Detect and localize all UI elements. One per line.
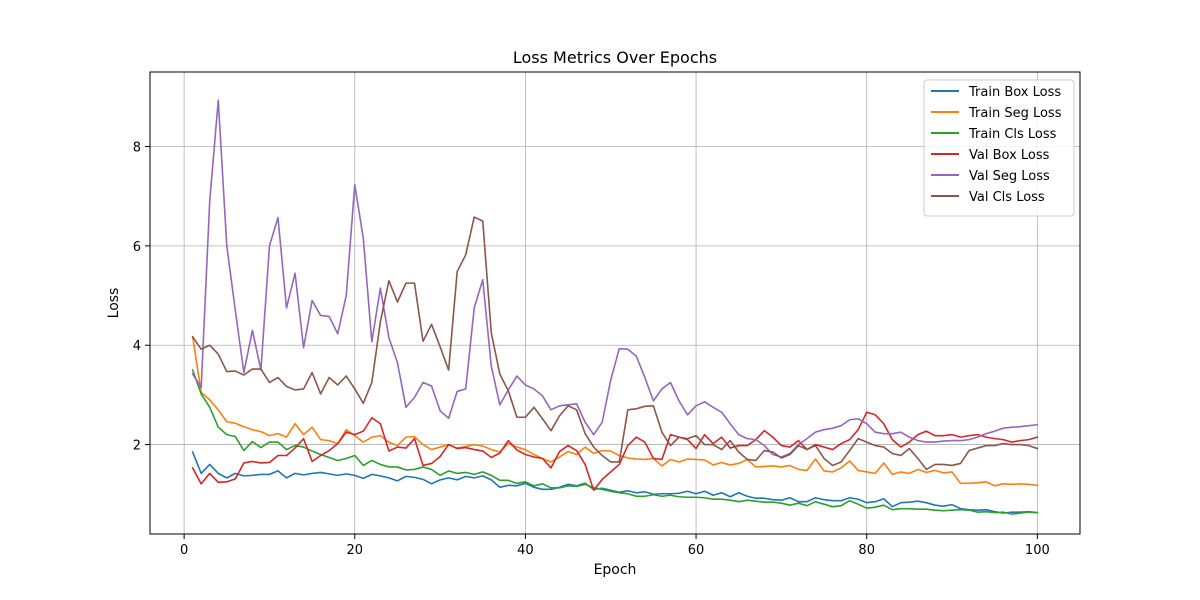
series-line-1	[191, 335, 1039, 487]
legend-label-4: Val Seg Loss	[969, 169, 1050, 184]
x-axis-title: Epoch	[594, 562, 637, 578]
series-line-5	[191, 216, 1039, 471]
legend-label-3: Val Box Loss	[969, 148, 1050, 163]
x-tick-label: 60	[688, 543, 705, 558]
y-tick-label: 8	[133, 141, 141, 156]
series-lines	[191, 99, 1039, 515]
x-tick-label: 100	[1025, 543, 1050, 558]
y-axis-title: Loss	[106, 288, 122, 319]
series-line-3	[191, 411, 1039, 492]
series-line-4	[191, 99, 1039, 458]
y-tick-label: 4	[133, 339, 141, 354]
x-tick-label: 0	[180, 543, 188, 558]
series-line-2	[191, 369, 1039, 515]
legend-label-5: Val Cls Loss	[969, 190, 1045, 205]
y-tick-label: 2	[133, 439, 141, 454]
legend-label-1: Train Seg Loss	[968, 106, 1062, 121]
x-tick-label: 40	[517, 543, 534, 558]
axis-ticks: 0 20 40 60 80 100 2 4 6 8	[133, 141, 1050, 558]
y-tick-label: 6	[133, 240, 141, 255]
legend-label-2: Train Cls Loss	[968, 127, 1057, 142]
plot-frame	[149, 71, 1081, 535]
chart-title: Loss Metrics Over Epochs	[513, 48, 717, 67]
x-tick-label: 80	[858, 543, 875, 558]
legend-box	[923, 79, 1075, 217]
legend: Train Box Loss Train Seg Loss Train Cls Lo…	[923, 79, 1075, 217]
x-tick-label: 20	[346, 543, 363, 558]
legend-label-0: Train Box Loss	[968, 85, 1061, 100]
